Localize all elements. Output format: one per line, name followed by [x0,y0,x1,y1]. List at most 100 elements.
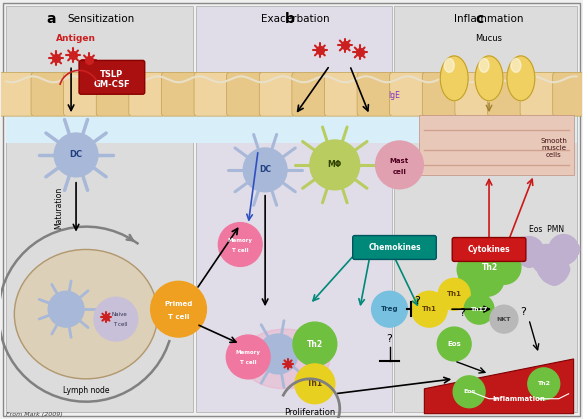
Text: GM-CSF: GM-CSF [93,80,130,89]
FancyBboxPatch shape [419,115,574,175]
Circle shape [258,334,298,374]
Text: Lymph node: Lymph node [63,386,109,395]
Text: TSLP: TSLP [100,70,124,79]
Text: Sensitization: Sensitization [67,13,135,23]
Circle shape [539,254,568,285]
Text: Memory: Memory [228,238,253,243]
FancyBboxPatch shape [129,72,164,116]
Circle shape [549,235,578,264]
Circle shape [470,262,504,296]
Circle shape [310,140,360,190]
Circle shape [457,267,491,301]
Circle shape [54,133,98,177]
Text: T cell: T cell [232,248,248,253]
Text: ?: ? [459,308,465,318]
Circle shape [412,291,447,327]
Text: DC: DC [259,166,271,174]
Circle shape [513,245,529,261]
Circle shape [529,243,545,259]
Circle shape [295,364,335,404]
FancyBboxPatch shape [487,72,524,116]
Circle shape [94,297,138,341]
Ellipse shape [511,58,521,72]
Text: Naive: Naive [112,312,128,317]
Text: Th2: Th2 [307,339,323,349]
Text: T cell: T cell [240,360,257,365]
Text: DC: DC [69,150,83,160]
Ellipse shape [15,249,157,379]
FancyBboxPatch shape [520,72,556,116]
FancyBboxPatch shape [452,238,526,261]
Text: Chemokines: Chemokines [368,243,421,252]
Text: Th2: Th2 [538,381,550,386]
Text: cell: cell [392,169,406,175]
Circle shape [438,278,470,310]
Circle shape [150,281,206,337]
Text: Eos: Eos [447,341,461,347]
Text: Exacerbation: Exacerbation [261,13,329,23]
Ellipse shape [440,56,468,101]
Polygon shape [424,359,574,414]
FancyBboxPatch shape [395,6,577,412]
Circle shape [472,238,506,272]
FancyBboxPatch shape [161,72,197,116]
Text: Inflammation: Inflammation [454,13,524,23]
FancyBboxPatch shape [325,72,360,116]
FancyBboxPatch shape [455,72,491,116]
Text: Treg: Treg [381,306,398,312]
Text: Th17: Th17 [470,307,488,312]
Circle shape [243,148,287,192]
Text: Memory: Memory [236,350,261,355]
FancyBboxPatch shape [0,72,34,116]
Circle shape [48,291,84,327]
Circle shape [532,245,561,274]
Text: T cell: T cell [113,322,127,327]
Circle shape [226,335,270,379]
Circle shape [531,253,547,269]
Text: Maturation: Maturation [55,186,64,229]
FancyBboxPatch shape [31,72,67,116]
FancyBboxPatch shape [389,72,426,116]
FancyBboxPatch shape [79,60,145,94]
Ellipse shape [507,56,535,101]
Text: b: b [285,12,295,26]
Circle shape [457,253,491,286]
Circle shape [453,376,485,408]
Circle shape [219,222,262,266]
Text: Antigen: Antigen [56,34,96,43]
Circle shape [556,249,572,265]
Text: Mast: Mast [390,158,409,164]
Circle shape [464,294,494,324]
Text: Mucus: Mucus [476,34,503,43]
FancyBboxPatch shape [96,72,132,116]
Text: Cytokines: Cytokines [468,245,510,254]
Circle shape [546,269,562,285]
FancyBboxPatch shape [194,72,230,116]
Ellipse shape [475,56,503,101]
Text: Th2: Th2 [482,263,498,272]
Ellipse shape [479,58,489,72]
Circle shape [521,251,538,267]
FancyBboxPatch shape [196,6,392,412]
Circle shape [437,327,471,361]
Text: c: c [475,12,483,26]
FancyBboxPatch shape [292,72,328,116]
Circle shape [538,263,554,279]
Text: ?: ? [520,307,526,317]
FancyBboxPatch shape [64,72,100,116]
Text: MΦ: MΦ [328,160,342,169]
FancyBboxPatch shape [6,6,194,412]
Text: ?: ? [387,334,392,344]
Text: Primed: Primed [164,301,193,307]
Circle shape [528,368,560,400]
Text: Inflammation: Inflammation [493,396,545,402]
Circle shape [539,259,555,275]
Text: From Mark (2009): From Mark (2009) [6,411,63,416]
Circle shape [490,305,518,333]
Text: Th1: Th1 [422,306,437,312]
Text: IgE: IgE [388,91,401,100]
Circle shape [514,237,544,266]
Circle shape [554,261,570,277]
Text: Eos  PMN: Eos PMN [529,225,564,234]
FancyBboxPatch shape [553,72,583,116]
